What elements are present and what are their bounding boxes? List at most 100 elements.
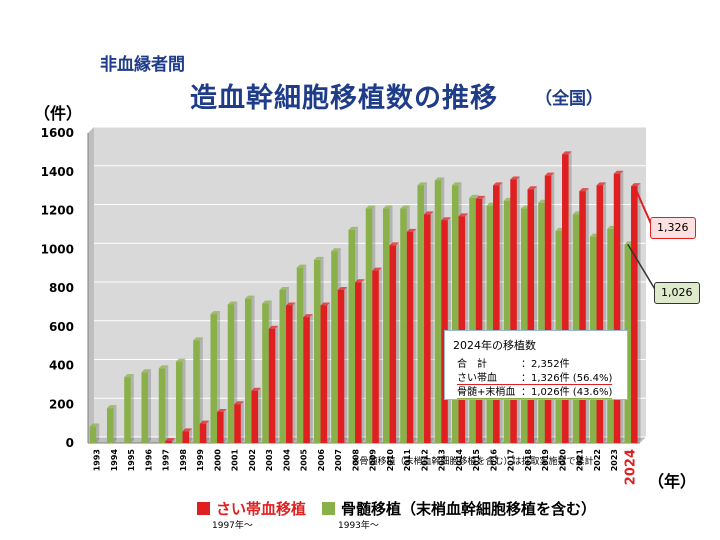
y-tick-label: 1000 [41,242,74,256]
bar-cord [320,305,328,443]
bar-cord [475,198,483,443]
bar-marrow [279,289,287,443]
callout-cord-2024: 1,326 [650,217,696,239]
bar-cord-side [585,188,589,443]
x-tick-label: 2012 [420,449,429,471]
x-tick-label: 2003 [265,449,274,471]
bar-cord-top [613,170,624,174]
bar-cord-side [551,172,555,443]
x-tick-label: 2016 [489,449,498,472]
x-tick-label: 2010 [386,449,395,472]
x-tick-label: 2020 [558,449,567,472]
bar-marrow [313,259,321,443]
bar-cord-side [620,170,624,443]
x-tick-label: 2005 [300,449,309,472]
bar-marrow-top [296,264,307,268]
bar-marrow-top [106,405,117,409]
bar-marrow-top [382,205,393,209]
bar-cord-top [182,428,193,432]
bar-cord-top [475,195,486,199]
y-tick-label: 0 [66,436,74,450]
x-tick-label: 2024 [623,449,638,485]
x-tick-label: 1996 [144,449,153,472]
bar-cord [406,231,414,443]
bar-cord-top [631,183,641,187]
x-tick-label: 2023 [610,449,619,471]
y-tick-label: 600 [49,320,74,334]
bar-marrow-top [89,423,100,427]
bar-marrow [382,208,390,443]
bar-marrow-top [141,369,152,373]
x-tick-label: 2022 [593,449,602,471]
y-tick-label: 1600 [41,126,74,140]
bar-marrow-top [417,182,428,186]
bar-cord [493,185,500,443]
legend-since-cord: 1997年～ [212,521,253,531]
bar-cord-side [309,314,313,443]
bar-marrow-top [175,358,186,362]
chart-title-scope: （全国） [535,89,603,109]
x-tick-label: 1999 [196,449,205,472]
callout-leader-marrow [627,243,657,292]
bar-cord-side [603,182,607,443]
bar-cord-top [579,188,589,192]
x-tick-label: 2015 [472,449,481,472]
bar-cord-side [223,409,227,443]
bar-marrow-side [130,374,134,443]
x-tick-label: 2002 [248,449,257,471]
callout-marrow-2024: 1,026 [654,282,700,304]
bar-marrow [262,303,269,443]
bar-cord-side [534,186,538,443]
bar-cord-top [303,314,313,318]
legend-label-cord: さい帯血移植 [216,500,307,518]
bar-cord-side [327,302,331,443]
x-tick-label: 2021 [576,449,585,472]
bar-cord-side [171,438,175,443]
bar-cord [631,186,638,443]
bar-cord-side [499,182,503,443]
bar-cord-side [378,267,382,443]
bar-marrow-side [182,358,186,443]
bar-cord-side [292,302,296,443]
bar-cord-top [544,172,555,176]
bar-cord [355,282,362,443]
x-tick-label: 2017 [507,449,516,471]
bar-marrow-top [210,311,221,315]
chart-title: 造血幹細胞移植数の推移 [190,83,498,114]
bar-cord [544,175,552,443]
legend-label-marrow: 骨髄移植（末梢血幹細胞移植を含む） [341,500,597,518]
summary-row-total: 合 計 ：2,352件 [457,355,570,370]
summary-key: 合 計 [457,359,487,370]
x-tick-label: 2007 [334,449,343,471]
bar-cord [182,431,190,443]
bar-cord [199,423,207,443]
bar-cord-side [275,325,279,443]
bar-marrow [141,372,149,443]
bar-marrow-top [365,205,376,209]
bar-cord-side [516,176,520,443]
legend-item-marrow: 骨髄移植（末梢血幹細胞移植を含む） [322,498,596,519]
bar-cord [372,270,379,443]
legend-swatch-red [197,502,210,515]
bar-cord-side [637,183,641,443]
x-tick-label: 1993 [93,449,102,471]
summary-value: ：1,326件 (56.4%) [521,373,613,384]
bar-cord-top [320,302,331,306]
bar-cord [217,412,224,443]
summary-value: ：2,352件 [521,359,570,370]
x-tick-label: 2008 [351,449,360,472]
bar-cord [234,404,241,443]
bar-cord [458,216,466,443]
bar-marrow [158,368,166,443]
bar-marrow [227,304,235,443]
bar-cord-side [240,401,244,443]
bar-marrow [486,205,494,443]
x-tick-label: 1994 [110,449,119,472]
x-tick-label: 2013 [438,449,447,471]
bar-cord [613,173,621,443]
bar-cord [268,328,276,443]
bar-marrow [451,185,459,443]
x-tick-label: 2001 [231,449,240,472]
bar-cord-side [344,286,348,443]
bar-marrow-top [158,365,169,369]
